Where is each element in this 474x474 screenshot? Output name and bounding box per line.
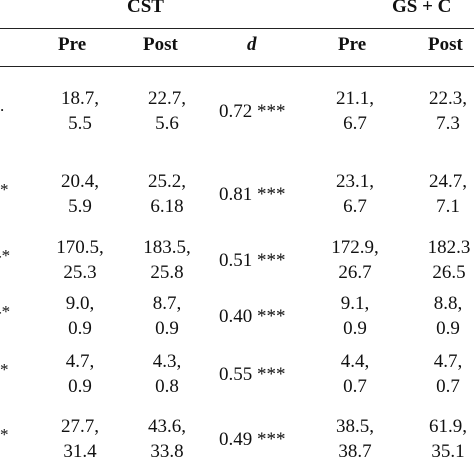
cell-cst-pre: 27.7, 31.4 xyxy=(61,416,99,462)
cell-cst-post: 183.5, 25.8 xyxy=(143,237,191,283)
row-marker: * xyxy=(0,425,9,444)
col-header-cst-post: Post xyxy=(143,34,178,55)
cell-cst-post: 4.3, 0.8 xyxy=(152,351,182,397)
group-header-cst: CST xyxy=(127,0,164,17)
row-marker: * xyxy=(0,360,9,379)
cell-effect-size: 0.72 *** xyxy=(219,101,286,122)
cell-cst-pre: 170.5, 25.3 xyxy=(56,237,104,283)
cell-gs-post: 4.7, 0.7 xyxy=(433,351,463,397)
cell-gs-pre: 23.1, 6.7 xyxy=(336,171,374,217)
row-marker: * xyxy=(0,180,9,199)
cell-gs-post: 8.8, 0.9 xyxy=(433,293,463,339)
cell-gs-pre: 4.4, 0.7 xyxy=(340,351,370,397)
cell-effect-size: 0.81 *** xyxy=(219,184,286,205)
row-marker: . xyxy=(0,96,5,115)
col-header-cst-pre: Pre xyxy=(58,34,87,55)
group-header-gs-c: GS + C xyxy=(392,0,452,17)
header-divider-top xyxy=(0,28,474,29)
cell-effect-size: 0.51 *** xyxy=(219,250,286,271)
cell-effect-size: 0.40 *** xyxy=(219,306,286,327)
cell-gs-pre: 38.5, 38.7 xyxy=(336,416,374,462)
cell-gs-post: 22.3, 7.3 xyxy=(429,88,467,134)
row-marker: -* xyxy=(0,246,11,265)
cell-cst-post: 22.7, 5.6 xyxy=(148,88,186,134)
cell-cst-post: 25.2, 6.18 xyxy=(148,171,186,217)
row-marker: -* xyxy=(0,302,11,321)
cell-gs-pre: 172.9, 26.7 xyxy=(331,237,379,283)
cell-gs-pre: 9.1, 0.9 xyxy=(340,293,370,339)
cell-cst-post: 43.6, 33.8 xyxy=(148,416,186,462)
col-header-gs-pre: Pre xyxy=(338,34,367,55)
cell-effect-size: 0.55 *** xyxy=(219,364,286,385)
cell-gs-post: 61.9, 35.1 xyxy=(429,416,467,462)
col-header-effect-size: d xyxy=(247,34,257,55)
cell-cst-pre: 4.7, 0.9 xyxy=(65,351,95,397)
cell-gs-pre: 21.1, 6.7 xyxy=(336,88,374,134)
cell-cst-post: 8.7, 0.9 xyxy=(152,293,182,339)
cell-gs-post: 24.7, 7.1 xyxy=(429,171,467,217)
cell-gs-post: 182.3 26.5 xyxy=(427,237,471,283)
cell-effect-size: 0.49 *** xyxy=(219,429,286,450)
cell-cst-pre: 20.4, 5.9 xyxy=(61,171,99,217)
header-divider-bottom xyxy=(0,66,474,67)
cell-cst-pre: 18.7, 5.5 xyxy=(61,88,99,134)
cell-cst-pre: 9.0, 0.9 xyxy=(65,293,95,339)
col-header-gs-post: Post xyxy=(428,34,463,55)
